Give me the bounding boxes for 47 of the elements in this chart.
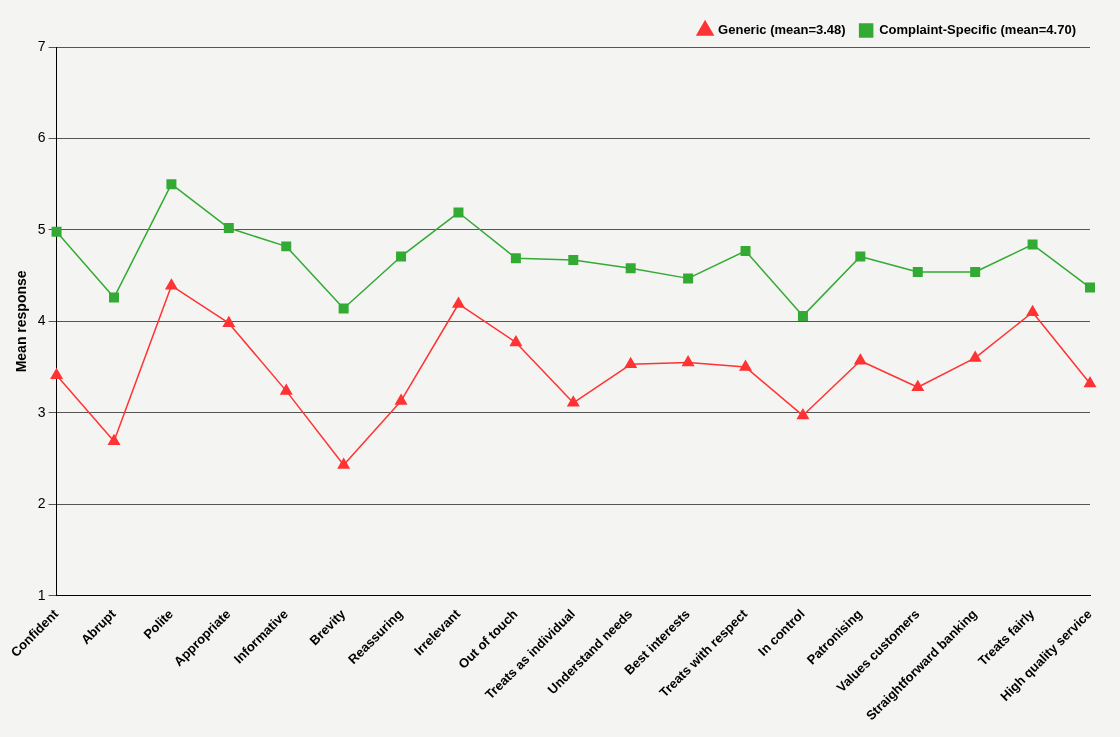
point (223, 223, 234, 234)
point (1027, 239, 1038, 250)
y-tick-label: 3 (37, 403, 46, 420)
point (338, 303, 349, 314)
point (682, 355, 695, 367)
y-tick-label: 1 (37, 586, 46, 603)
point (625, 263, 636, 274)
y-tick-label: 4 (37, 312, 46, 329)
point (222, 316, 235, 327)
point (109, 292, 119, 303)
point (509, 335, 522, 347)
y-tick-label: 6 (37, 129, 46, 146)
point (683, 273, 694, 284)
point (337, 458, 350, 469)
y-tick-label: 2 (37, 495, 46, 512)
y-tick-label: 5 (37, 220, 46, 237)
point (740, 245, 751, 256)
point (510, 253, 521, 264)
point (969, 351, 982, 362)
point (796, 408, 809, 420)
point (855, 251, 866, 262)
point (911, 380, 924, 391)
point (970, 266, 981, 277)
point (739, 360, 752, 371)
point (280, 384, 293, 395)
point (1026, 305, 1039, 316)
point (395, 394, 407, 405)
point (624, 357, 637, 369)
point (568, 255, 579, 266)
point (854, 353, 867, 365)
point (453, 207, 464, 218)
point (567, 396, 580, 407)
point (166, 179, 177, 190)
y-axis-title: Mean response (13, 270, 30, 373)
legend-label: Complaint-Specific (mean=4.70) (879, 22, 1077, 38)
point (108, 434, 120, 445)
y-tick-label: 7 (37, 37, 46, 54)
point (1084, 376, 1096, 388)
legend-label: Generic (mean=3.48) (718, 22, 846, 38)
point (1085, 282, 1095, 293)
point (281, 241, 292, 252)
point (165, 278, 178, 290)
point (396, 251, 407, 262)
point (50, 368, 63, 380)
point (452, 297, 465, 308)
point (797, 310, 808, 321)
point (912, 266, 923, 277)
